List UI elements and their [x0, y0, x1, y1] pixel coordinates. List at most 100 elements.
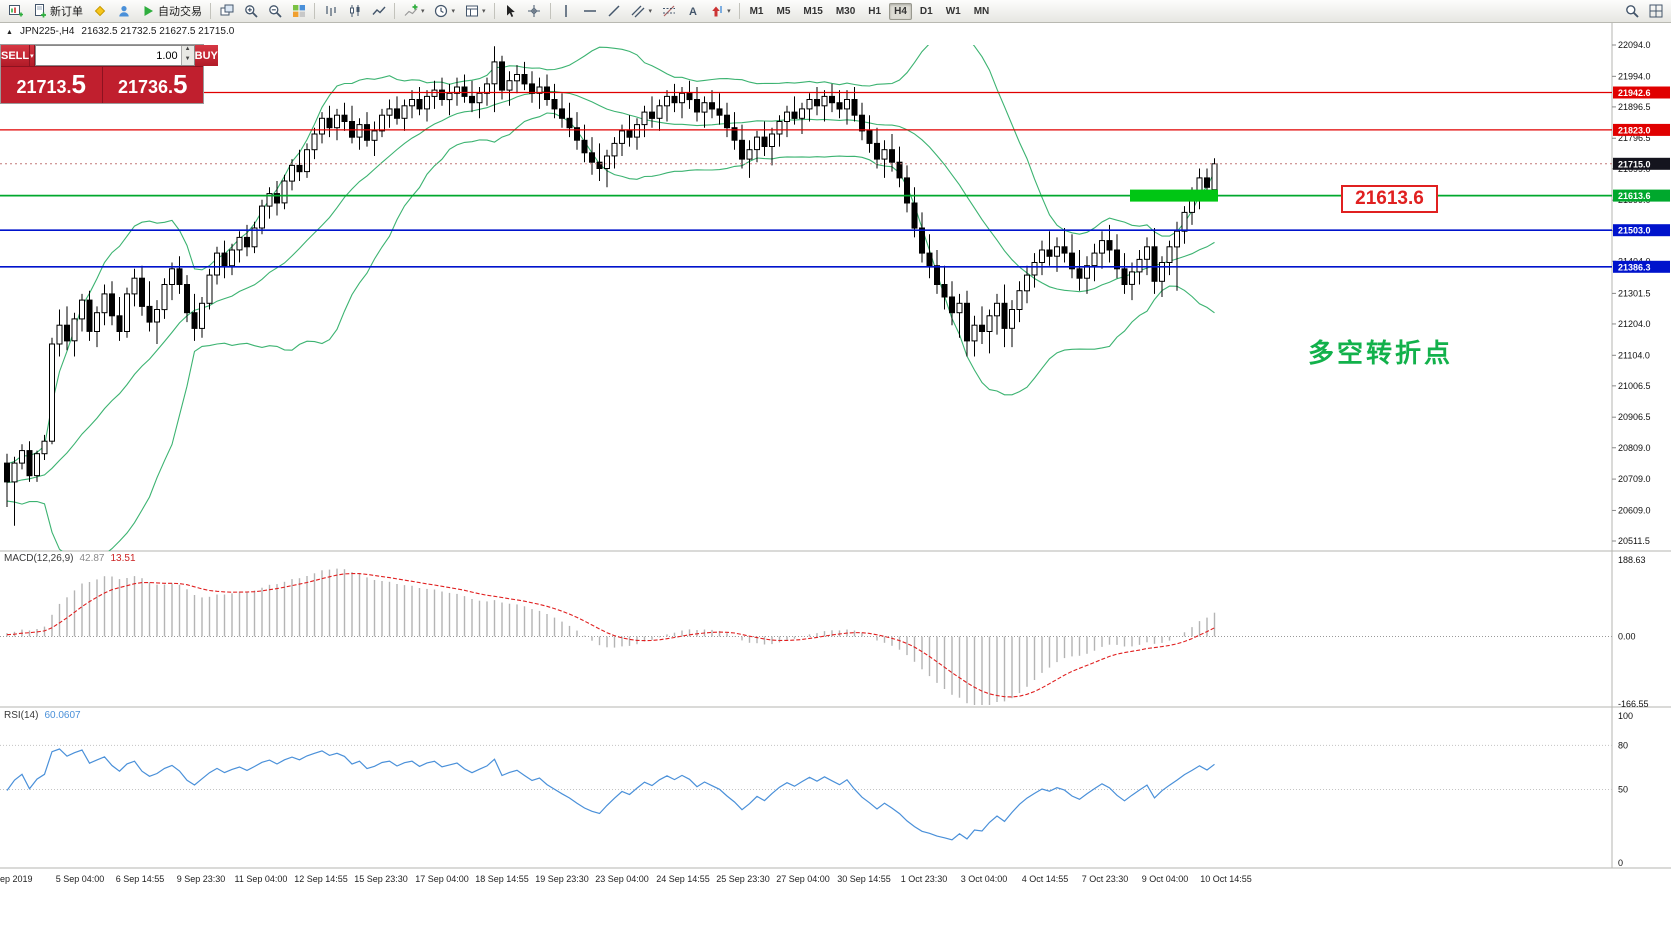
- sell-button[interactable]: SELL: [1, 45, 30, 66]
- timeframe-m30-button[interactable]: M30: [835, 5, 856, 17]
- candlestick-chart-icon: [347, 4, 362, 19]
- time-tick-label: 18 Sep 14:55: [475, 874, 529, 884]
- svg-text:21613.6: 21613.6: [1618, 191, 1651, 201]
- toolbar-separator: [549, 3, 551, 19]
- price-tick-label: 20809.0: [1618, 443, 1651, 453]
- timeframe-m5-button[interactable]: M5: [776, 5, 791, 17]
- trendline-tool-button[interactable]: [603, 1, 626, 21]
- price-axis[interactable]: 22094.021994.021896.521796.521699.021599…: [1612, 40, 1670, 546]
- timeframe-m15-button[interactable]: M15: [803, 5, 823, 17]
- volume-increase-icon[interactable]: ▲: [181, 46, 194, 56]
- timeframe-w1-button[interactable]: W1: [945, 5, 961, 17]
- indicators-button[interactable]: ▾: [399, 1, 429, 21]
- text-tool-button[interactable]: A: [681, 1, 704, 21]
- buy-price-main: 21736.: [117, 77, 174, 97]
- new-order-button[interactable]: 新订单: [28, 1, 87, 21]
- zoom-out-button[interactable]: [263, 1, 286, 21]
- time-tick-label: 6 Sep 14:55: [116, 874, 165, 884]
- timeframe-h1-button[interactable]: H1: [868, 5, 882, 17]
- sell-price-button[interactable]: 21713. 5: [1, 67, 102, 103]
- autotrade-button[interactable]: 自动交易: [136, 1, 206, 21]
- candles-layer: [4, 46, 1218, 526]
- fibonacci-tool-button[interactable]: [657, 1, 680, 21]
- profiles-button[interactable]: [112, 1, 135, 21]
- new-order-button-label: 新订单: [50, 6, 83, 18]
- volume-input[interactable]: [35, 46, 181, 65]
- order-doc-icon: [32, 4, 47, 19]
- layout-button[interactable]: [1644, 1, 1667, 21]
- dropdown-caret-icon: ▾: [421, 8, 425, 15]
- timeframe-h4-button[interactable]: H4: [889, 2, 912, 20]
- svg-text:21715.0: 21715.0: [1618, 159, 1651, 169]
- candlestick-mode-button[interactable]: [343, 1, 366, 21]
- price-tick-label: 20511.5: [1618, 536, 1650, 546]
- vertical-line-icon: [559, 4, 574, 19]
- time-axis[interactable]: Sep 2019 5 Sep 04:00 6 Sep 14:55 9 Sep 23:3…: [0, 874, 1252, 884]
- chart-area[interactable]: 22094.021994.021896.521796.521699.021599…: [0, 23, 1671, 950]
- time-tick-label: 25 Sep 23:30: [716, 874, 770, 884]
- macd-panel: [0, 568, 1612, 705]
- arrows-icon: [709, 4, 724, 19]
- price-tag-21386.3: [1613, 260, 1670, 273]
- rsi-tick-label: 0: [1618, 858, 1623, 868]
- price-tick-label: 21796.5: [1618, 133, 1651, 143]
- indicators-icon: [403, 4, 418, 19]
- time-tick-label: 10 Oct 14:55: [1200, 874, 1252, 884]
- vertical-line-tool-button[interactable]: [555, 1, 578, 21]
- cursor-tool-button[interactable]: [499, 1, 522, 21]
- highlight-zone-box[interactable]: [1130, 189, 1218, 202]
- zoom-in-icon: [243, 4, 258, 19]
- time-tick-label: 23 Sep 04:00: [595, 874, 649, 884]
- time-tick-label: 15 Sep 23:30: [354, 874, 408, 884]
- templates-button[interactable]: ▾: [460, 1, 490, 21]
- horizontal-line-tool-button[interactable]: [579, 1, 602, 21]
- price-tag-21942.6: [1613, 86, 1670, 99]
- time-tick-label: Sep 2019: [0, 874, 33, 884]
- volume-decrease-icon[interactable]: ▼: [181, 55, 194, 65]
- macd-name: MACD(12,26,9): [4, 553, 74, 564]
- price-tag-21715.0: [1613, 157, 1670, 170]
- main-toolbar: 新订单 自动交易 ▾ ▾ ▾ ▾ A ▾ M1 M5 M15 M30 H1 H4 D1 W1 MN: [0, 0, 1671, 23]
- chart-title: ▲ JPN225-,H4 21632.5 21732.5 21627.5 217…: [6, 26, 234, 37]
- channel-tool-button[interactable]: ▾: [627, 1, 657, 21]
- line-chart-icon: [371, 4, 386, 19]
- tile-windows-button[interactable]: [287, 1, 310, 21]
- new-chart-button[interactable]: [4, 1, 27, 21]
- toolbar-separator: [394, 3, 395, 19]
- arrows-tool-button[interactable]: ▾: [705, 1, 735, 21]
- cascade-windows-button[interactable]: [215, 1, 238, 21]
- svg-text:21386.3: 21386.3: [1618, 262, 1651, 272]
- timeframe-mn-button[interactable]: MN: [973, 5, 990, 17]
- price-tick-label: 20609.0: [1618, 505, 1651, 515]
- timeframe-m1-button[interactable]: M1: [749, 5, 764, 17]
- autotrade-button-label: 自动交易: [158, 6, 202, 18]
- price-tick-label: 20709.0: [1618, 474, 1651, 484]
- new-chart-icon: [8, 4, 23, 19]
- timeframe-d1-button[interactable]: D1: [919, 5, 933, 17]
- turning-point-annotation[interactable]: 多空转折点: [1308, 338, 1454, 368]
- rsi-indicator-label: RSI(14) 60.0607: [4, 710, 81, 721]
- macd-tick-label: -166.55: [1618, 699, 1649, 709]
- bar-chart-mode-button[interactable]: [319, 1, 342, 21]
- buy-price-button[interactable]: 21736. 5: [102, 67, 203, 103]
- svg-text:21942.6: 21942.6: [1618, 88, 1651, 98]
- search-button[interactable]: [1620, 1, 1643, 21]
- symbol-ohlc: 21632.5 21732.5 21627.5 21715.0: [81, 26, 235, 37]
- time-tick-label: 9 Sep 23:30: [177, 874, 226, 884]
- price-level-callout[interactable]: 21613.6: [1341, 185, 1438, 213]
- symbol-name: JPN225-,H4: [19, 26, 75, 37]
- price-tick-label: 20906.5: [1618, 412, 1651, 422]
- macd-indicator-label: MACD(12,26,9) 42.87 13.51: [4, 553, 136, 564]
- channel-icon: [631, 4, 646, 19]
- zoom-in-button[interactable]: [239, 1, 262, 21]
- svg-text:A: A: [689, 6, 697, 18]
- sell-options-caret-icon[interactable]: ▾: [29, 45, 35, 66]
- periods-button[interactable]: ▾: [430, 1, 460, 21]
- line-chart-mode-button[interactable]: [367, 1, 390, 21]
- crosshair-tool-button[interactable]: [523, 1, 546, 21]
- mql-market-button[interactable]: [88, 1, 111, 21]
- bollinger-lower-band: [6, 112, 1215, 551]
- dropdown-caret-icon: ▾: [727, 8, 731, 15]
- buy-button[interactable]: BUY: [194, 45, 218, 66]
